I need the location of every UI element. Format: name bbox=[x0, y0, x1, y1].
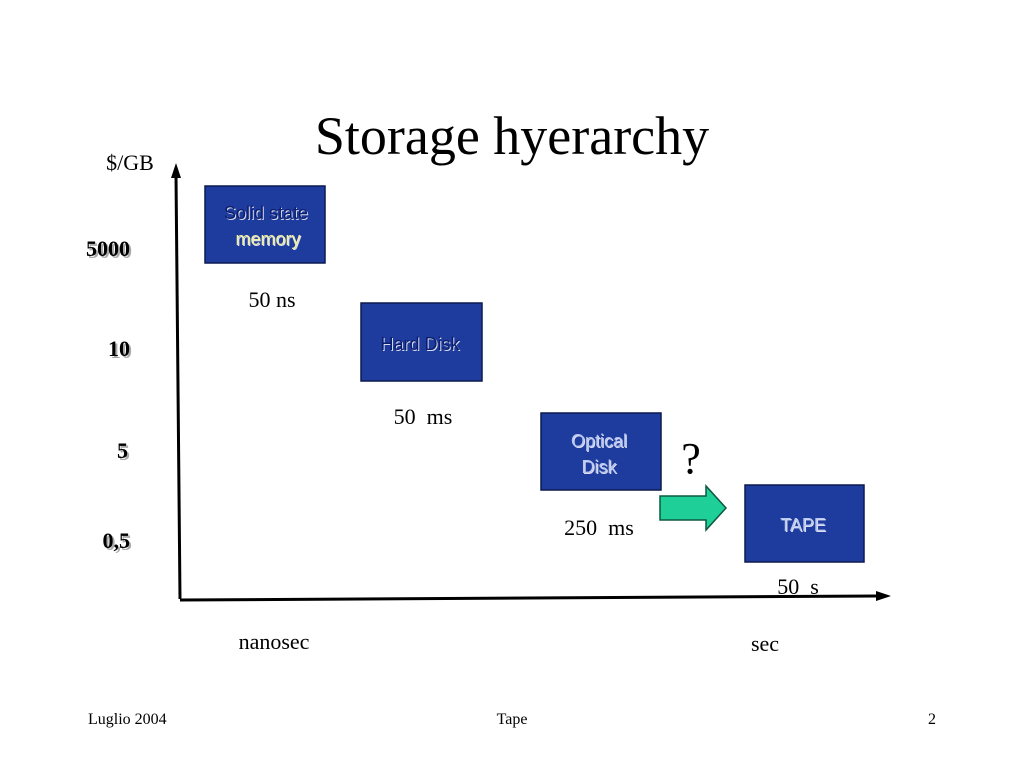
latency-label: 50 s bbox=[777, 574, 819, 599]
x-axis-label: sec bbox=[751, 631, 779, 656]
storage-box bbox=[360, 302, 483, 382]
y-axis bbox=[174, 174, 182, 600]
box-label: Optical bbox=[571, 431, 627, 451]
transition-arrow bbox=[659, 484, 728, 532]
y-axis-label: $/GB bbox=[106, 150, 154, 175]
footer-date: Luglio 2004 bbox=[88, 711, 167, 728]
box-label: Solid state bbox=[224, 203, 308, 223]
box-label: Hard Disk bbox=[380, 334, 460, 354]
x-axis bbox=[179, 594, 879, 602]
page-number: 2 bbox=[928, 711, 936, 728]
x-axis-label: nanosec bbox=[239, 629, 310, 654]
y-tick-label: 5000 bbox=[86, 236, 130, 261]
y-tick-label: 10 bbox=[108, 336, 130, 361]
box-label: Disk bbox=[582, 457, 618, 477]
y-tick-label: 5 bbox=[117, 438, 128, 463]
footer-title: Tape bbox=[497, 711, 528, 728]
box-label: memory bbox=[235, 229, 300, 249]
axes bbox=[171, 163, 891, 602]
y-arrow bbox=[171, 163, 181, 178]
storage-box bbox=[204, 185, 326, 264]
slide-title: Storage hyerarchy bbox=[315, 106, 709, 166]
latency-label: 50 ns bbox=[248, 287, 295, 312]
y-tick-label: 0,5 bbox=[103, 528, 131, 553]
latency-label: 250 ms bbox=[564, 515, 634, 540]
question-mark: ? bbox=[681, 434, 701, 483]
box-label: TAPE bbox=[780, 515, 826, 535]
latency-label: 50 ms bbox=[394, 404, 453, 429]
storage-box bbox=[540, 412, 662, 491]
storage-box bbox=[744, 484, 865, 563]
x-arrow bbox=[876, 591, 891, 601]
